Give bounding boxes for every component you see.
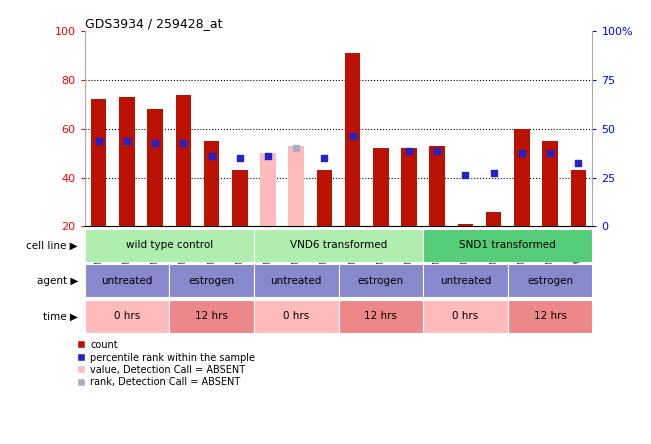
Bar <box>119 97 135 226</box>
Text: 0 hrs: 0 hrs <box>452 311 478 321</box>
Point <box>150 140 160 147</box>
Text: untreated: untreated <box>102 276 152 286</box>
Bar <box>508 300 592 333</box>
Bar <box>254 264 339 297</box>
Text: VND6 transformed: VND6 transformed <box>290 240 387 250</box>
Bar <box>169 300 254 333</box>
Bar <box>85 229 254 262</box>
Bar <box>423 300 508 333</box>
Point <box>573 159 583 166</box>
Bar <box>570 170 586 226</box>
Bar <box>254 300 339 333</box>
Bar <box>204 141 219 226</box>
Text: 0 hrs: 0 hrs <box>114 311 140 321</box>
Bar <box>339 264 423 297</box>
Point <box>94 137 104 144</box>
Bar <box>430 146 445 226</box>
Bar <box>316 170 332 226</box>
Text: time ▶: time ▶ <box>43 311 78 321</box>
Bar <box>169 264 254 297</box>
Text: 12 hrs: 12 hrs <box>365 311 397 321</box>
Point <box>545 150 555 157</box>
Text: untreated: untreated <box>440 276 491 286</box>
Point <box>234 155 245 162</box>
Point <box>263 152 273 159</box>
Bar <box>339 300 423 333</box>
Bar <box>423 229 592 262</box>
Text: estrogen: estrogen <box>189 276 234 286</box>
Text: wild type control: wild type control <box>126 240 213 250</box>
Bar <box>423 264 508 297</box>
Text: 12 hrs: 12 hrs <box>534 311 566 321</box>
Bar <box>91 99 107 226</box>
Bar <box>232 170 247 226</box>
Point <box>517 150 527 157</box>
Text: cell line ▶: cell line ▶ <box>27 240 78 250</box>
Bar <box>542 141 558 226</box>
Bar <box>514 129 530 226</box>
Point <box>206 152 217 159</box>
Bar <box>401 148 417 226</box>
Point <box>348 132 358 139</box>
Text: SND1 transformed: SND1 transformed <box>460 240 556 250</box>
Bar <box>260 153 276 226</box>
Text: agent ▶: agent ▶ <box>36 276 78 286</box>
Bar <box>486 212 501 226</box>
Bar <box>254 229 423 262</box>
Point <box>460 171 471 178</box>
Bar <box>373 148 389 226</box>
Bar <box>458 224 473 226</box>
Bar <box>176 95 191 226</box>
Bar <box>85 300 169 333</box>
Text: estrogen: estrogen <box>527 276 573 286</box>
Text: estrogen: estrogen <box>358 276 404 286</box>
Bar <box>345 53 361 226</box>
Bar <box>85 264 169 297</box>
Point <box>122 137 132 144</box>
Bar <box>147 109 163 226</box>
Bar <box>508 264 592 297</box>
Point <box>319 155 329 162</box>
Point <box>291 145 301 152</box>
Text: 0 hrs: 0 hrs <box>283 311 309 321</box>
Point <box>432 147 443 155</box>
Text: GDS3934 / 259428_at: GDS3934 / 259428_at <box>85 17 222 30</box>
Point <box>178 140 189 147</box>
Point <box>488 169 499 176</box>
Bar <box>288 146 304 226</box>
Text: untreated: untreated <box>271 276 322 286</box>
Legend: count, percentile rank within the sample, value, Detection Call = ABSENT, rank, : count, percentile rank within the sample… <box>76 340 255 387</box>
Point <box>404 147 414 155</box>
Text: 12 hrs: 12 hrs <box>195 311 228 321</box>
